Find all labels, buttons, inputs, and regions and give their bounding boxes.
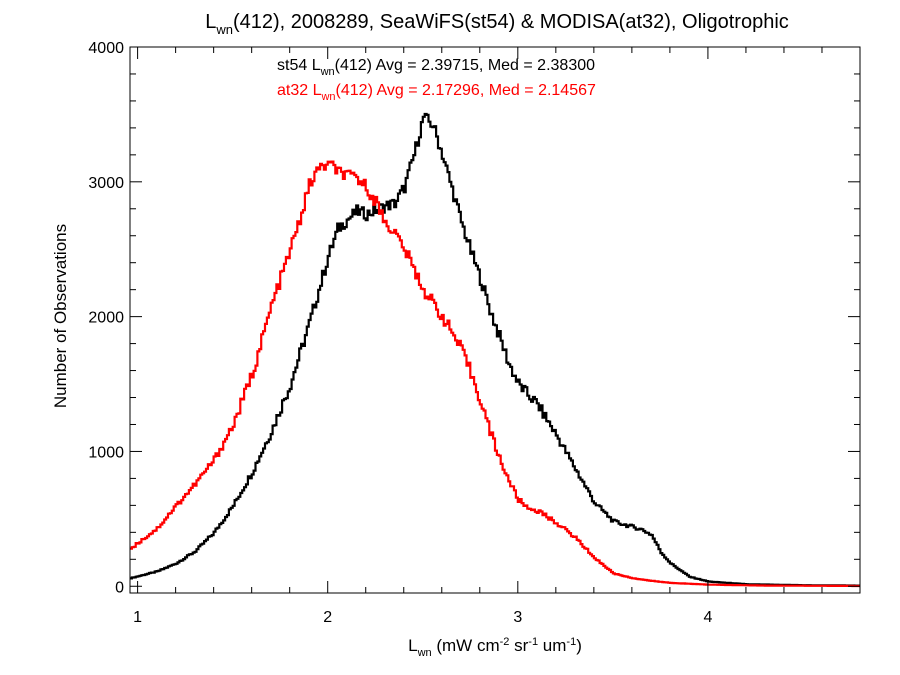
- plot-frame: [129, 46, 861, 594]
- x-tick-label: 4: [703, 609, 712, 626]
- y-tick-label: 1000: [88, 444, 124, 461]
- x-axis-label-part: L: [408, 636, 417, 655]
- y-axis-label: Number of Observations: [51, 224, 70, 408]
- y-tick-label: 3000: [88, 175, 124, 192]
- annotation-line-2: at32 Lwn(412) Avg = 2.17296, Med = 2.145…: [277, 82, 596, 103]
- histogram-series-1: [130, 112, 860, 587]
- annotation-group: st54 Lwn(412) Avg = 2.39715, Med = 2.383…: [277, 57, 596, 103]
- x-tick-label: 1: [133, 609, 142, 626]
- annotation-prefix: st54 L: [277, 57, 321, 74]
- chart-title-rest: (412), 2008289, SeaWiFS(st54) & MODISA(a…: [233, 11, 789, 33]
- x-axis-label-part: -1: [566, 636, 576, 648]
- x-axis-label-part: (mW cm: [432, 636, 500, 655]
- y-tick-label: 0: [115, 579, 124, 596]
- axis-ticks-group: [130, 46, 861, 593]
- x-axis-label-part: -2: [500, 636, 510, 648]
- x-axis-label-part: sr: [509, 636, 528, 655]
- annotation-line-1: st54 Lwn(412) Avg = 2.39715, Med = 2.383…: [277, 57, 595, 78]
- annotation-prefix: at32 L: [277, 82, 322, 99]
- chart-title-subscript: wn: [215, 22, 233, 37]
- x-axis-label-part: ): [576, 636, 582, 655]
- chart-title: Lwn(412), 2008289, SeaWiFS(st54) & MODIS…: [205, 11, 789, 37]
- chart-title-main: L: [205, 11, 216, 33]
- x-axis-label-part: -1: [528, 636, 538, 648]
- x-tick-label: 3: [513, 609, 522, 626]
- annotation-subscript: wn: [320, 66, 335, 78]
- x-axis-label-part: um: [538, 636, 566, 655]
- plot-series-group: [130, 112, 860, 588]
- annotation-subscript: wn: [320, 91, 335, 103]
- histogram-series-2: [130, 160, 860, 588]
- x-axis-label: Lwn (mW cm-2 sr-1 um-1): [408, 636, 582, 659]
- tick-labels-group: 1 2 3 4 0 1000 2000 3000 4000: [88, 40, 712, 626]
- x-axis-label-part: wn: [417, 647, 432, 659]
- y-tick-label: 2000: [88, 310, 124, 327]
- x-tick-label: 2: [323, 609, 332, 626]
- annotation-suffix: (412) Avg = 2.17296, Med = 2.14567: [336, 82, 596, 99]
- y-tick-label: 4000: [88, 40, 124, 57]
- annotation-suffix: (412) Avg = 2.39715, Med = 2.38300: [335, 57, 595, 74]
